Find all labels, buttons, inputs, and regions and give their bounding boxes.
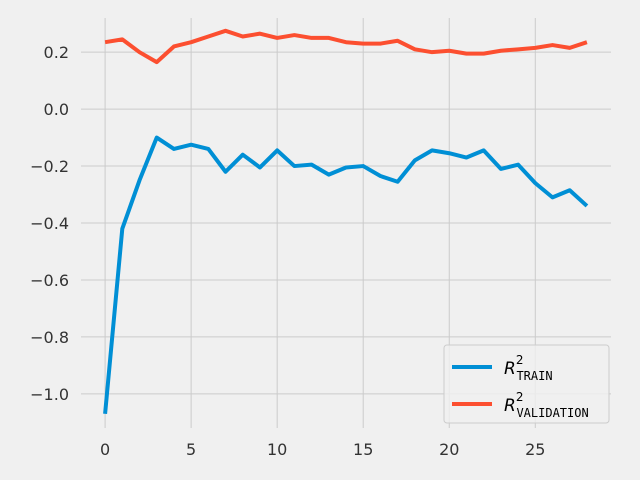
y-tick-label: −1.0 <box>30 385 69 404</box>
legend-symbol: R <box>504 396 516 416</box>
legend-entry: R2 TRAIN <box>504 353 553 383</box>
x-tick-label: 5 <box>186 440 196 459</box>
legend-subscript: VALIDATION <box>516 406 588 420</box>
series-line-validation <box>104 28 588 65</box>
x-tick-label: 15 <box>353 440 373 459</box>
legend-subscript: TRAIN <box>516 369 552 383</box>
x-tick-label: 20 <box>439 440 459 459</box>
x-tick-label: 25 <box>525 440 545 459</box>
tick-labels: 0 5 10 15 20 25 0.2 0.0 −0.2 −0.4 −0.6 −0.8 −1.0 <box>30 43 545 459</box>
series-group <box>103 28 589 414</box>
series-line-train <box>103 135 589 414</box>
y-tick-label: −0.2 <box>30 157 69 176</box>
x-tick-label: 10 <box>267 440 287 459</box>
y-tick-label: −0.6 <box>30 271 69 290</box>
legend-superscript: 2 <box>516 353 524 367</box>
legend-symbol: R <box>504 359 516 379</box>
legend-superscript: 2 <box>516 390 524 404</box>
legend-entry: R2 VALIDATION <box>504 390 589 420</box>
y-tick-label: 0.2 <box>44 43 69 62</box>
y-tick-label: −0.8 <box>30 328 69 347</box>
y-tick-label: 0.0 <box>44 100 69 119</box>
y-tick-label: −0.4 <box>30 214 69 233</box>
x-tick-label: 0 <box>100 440 110 459</box>
grid <box>81 18 611 428</box>
